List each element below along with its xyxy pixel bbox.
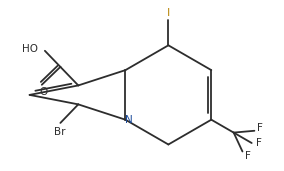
Text: I: I: [167, 8, 170, 18]
Text: F: F: [257, 123, 263, 133]
Text: HO: HO: [22, 44, 38, 54]
Text: O: O: [40, 87, 48, 97]
Text: Br: Br: [54, 127, 65, 137]
Text: F: F: [256, 138, 262, 148]
Text: F: F: [245, 151, 251, 161]
Text: N: N: [125, 115, 133, 125]
